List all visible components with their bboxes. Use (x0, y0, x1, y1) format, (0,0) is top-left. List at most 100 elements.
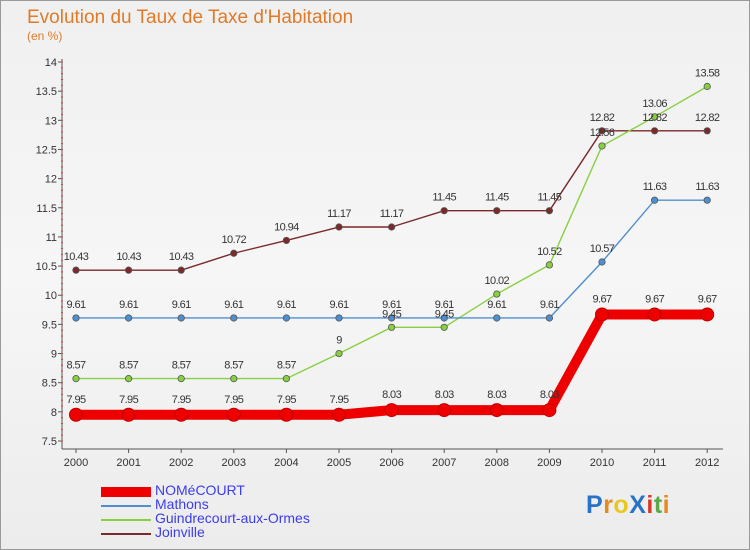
data-point (332, 407, 346, 422)
data-label: 9.45 (435, 308, 454, 320)
logo-letter: P (586, 491, 604, 519)
legend-swatch (101, 487, 151, 497)
data-point (650, 196, 659, 204)
chart-unit-label: (en %) (27, 29, 63, 43)
data-label: 7.95 (224, 394, 243, 406)
data-point (125, 266, 133, 274)
data-point (542, 403, 557, 418)
data-point (125, 375, 133, 383)
data-label: 7.95 (119, 394, 138, 406)
data-point (387, 314, 396, 322)
data-point (650, 127, 659, 135)
legend-label: Joinville (155, 524, 205, 540)
data-label: 8.57 (66, 360, 85, 372)
data-point (437, 403, 452, 418)
x-tick-label: 2001 (116, 457, 140, 469)
data-point (230, 375, 238, 383)
logo-letter: i (646, 491, 654, 519)
data-point (282, 236, 290, 245)
data-point (335, 223, 343, 231)
x-tick-label: 2002 (169, 457, 193, 469)
axes: 7.5 8 8.5 9 9.5 10 10.5 11 11.5 12 12.5 13 13.5 14 200… (36, 57, 723, 469)
data-point (177, 314, 185, 322)
data-label: 7.95 (277, 394, 296, 406)
x-tick-label: 2007 (432, 457, 456, 469)
data-label: 9.61 (540, 299, 559, 311)
data-label: 8.57 (119, 360, 138, 372)
data-point (279, 407, 294, 422)
data-label: 8.03 (540, 389, 559, 401)
y-tick-label: 12 (45, 174, 57, 186)
data-label: 9.61 (119, 299, 138, 311)
data-point (440, 207, 448, 215)
data-label: 10.72 (222, 234, 247, 246)
data-point (69, 407, 83, 422)
data-point (174, 407, 189, 422)
logo-letter: t (653, 491, 663, 519)
y-tick-label: 13 (45, 115, 57, 127)
data-point (72, 375, 80, 383)
data-point (177, 266, 185, 274)
data-point (72, 314, 80, 322)
data-point (440, 314, 448, 322)
data-label: 10.94 (274, 221, 299, 233)
legend-swatch (101, 533, 151, 535)
proxiti-logo: ProXiti (586, 491, 670, 520)
data-point (700, 307, 715, 322)
data-label: 10.43 (169, 251, 194, 263)
data-label: 9.61 (329, 299, 348, 311)
data-label: 9.67 (645, 293, 664, 305)
data-label: 10.02 (485, 275, 510, 287)
data-label: 9.61 (382, 299, 401, 311)
data-label: 11.17 (327, 208, 351, 220)
data-label: 11.45 (485, 192, 509, 204)
data-label: 12.82 (695, 112, 720, 124)
data-label: 10.43 (116, 251, 141, 263)
data-label: 9.61 (172, 299, 191, 311)
x-tick-label: 2010 (590, 457, 614, 469)
data-point (545, 207, 554, 215)
data-label: 8.57 (277, 360, 296, 372)
data-point (493, 207, 501, 215)
data-label: 12.82 (590, 112, 615, 124)
data-point (72, 266, 80, 274)
x-tick-label: 2005 (327, 457, 351, 469)
data-label: 9.67 (592, 293, 611, 305)
data-label: 12.56 (590, 127, 615, 139)
data-point (703, 82, 711, 91)
legend-swatch (101, 519, 151, 521)
x-tick-label: 2009 (537, 457, 561, 469)
data-point (703, 127, 711, 135)
data-point (440, 323, 448, 331)
y-tick-label: 14 (45, 57, 57, 69)
data-point (282, 375, 290, 383)
data-label: 9.61 (435, 299, 454, 311)
data-point (226, 407, 241, 422)
data-point (125, 314, 133, 322)
x-tick-label: 2004 (274, 457, 298, 469)
data-label: 7.95 (66, 394, 85, 406)
data-label: 8.03 (382, 389, 401, 401)
data-point (387, 223, 396, 231)
logo-letter: o (613, 491, 630, 519)
y-tick-label: 13.5 (36, 86, 57, 98)
data-point (282, 314, 290, 322)
x-tick-label: 2000 (64, 457, 88, 469)
y-tick-label: 11.5 (36, 203, 57, 215)
y-tick-label: 8.5 (42, 378, 57, 390)
x-tick-label: 2008 (485, 457, 509, 469)
y-tick-label: 10 (45, 290, 57, 302)
data-label: 11.45 (432, 192, 456, 204)
data-point (230, 314, 238, 322)
data-label: 9.67 (698, 293, 717, 305)
y-tick-label: 9 (51, 349, 57, 361)
legend-label: NOMéCOURT (155, 482, 245, 498)
data-label: 8.57 (172, 360, 191, 372)
data-point (703, 196, 711, 204)
data-label: 7.95 (329, 394, 348, 406)
data-label: 11.45 (538, 192, 562, 204)
series-points (69, 82, 715, 422)
data-label: 11.63 (643, 181, 667, 193)
data-label: 9.45 (382, 308, 401, 320)
